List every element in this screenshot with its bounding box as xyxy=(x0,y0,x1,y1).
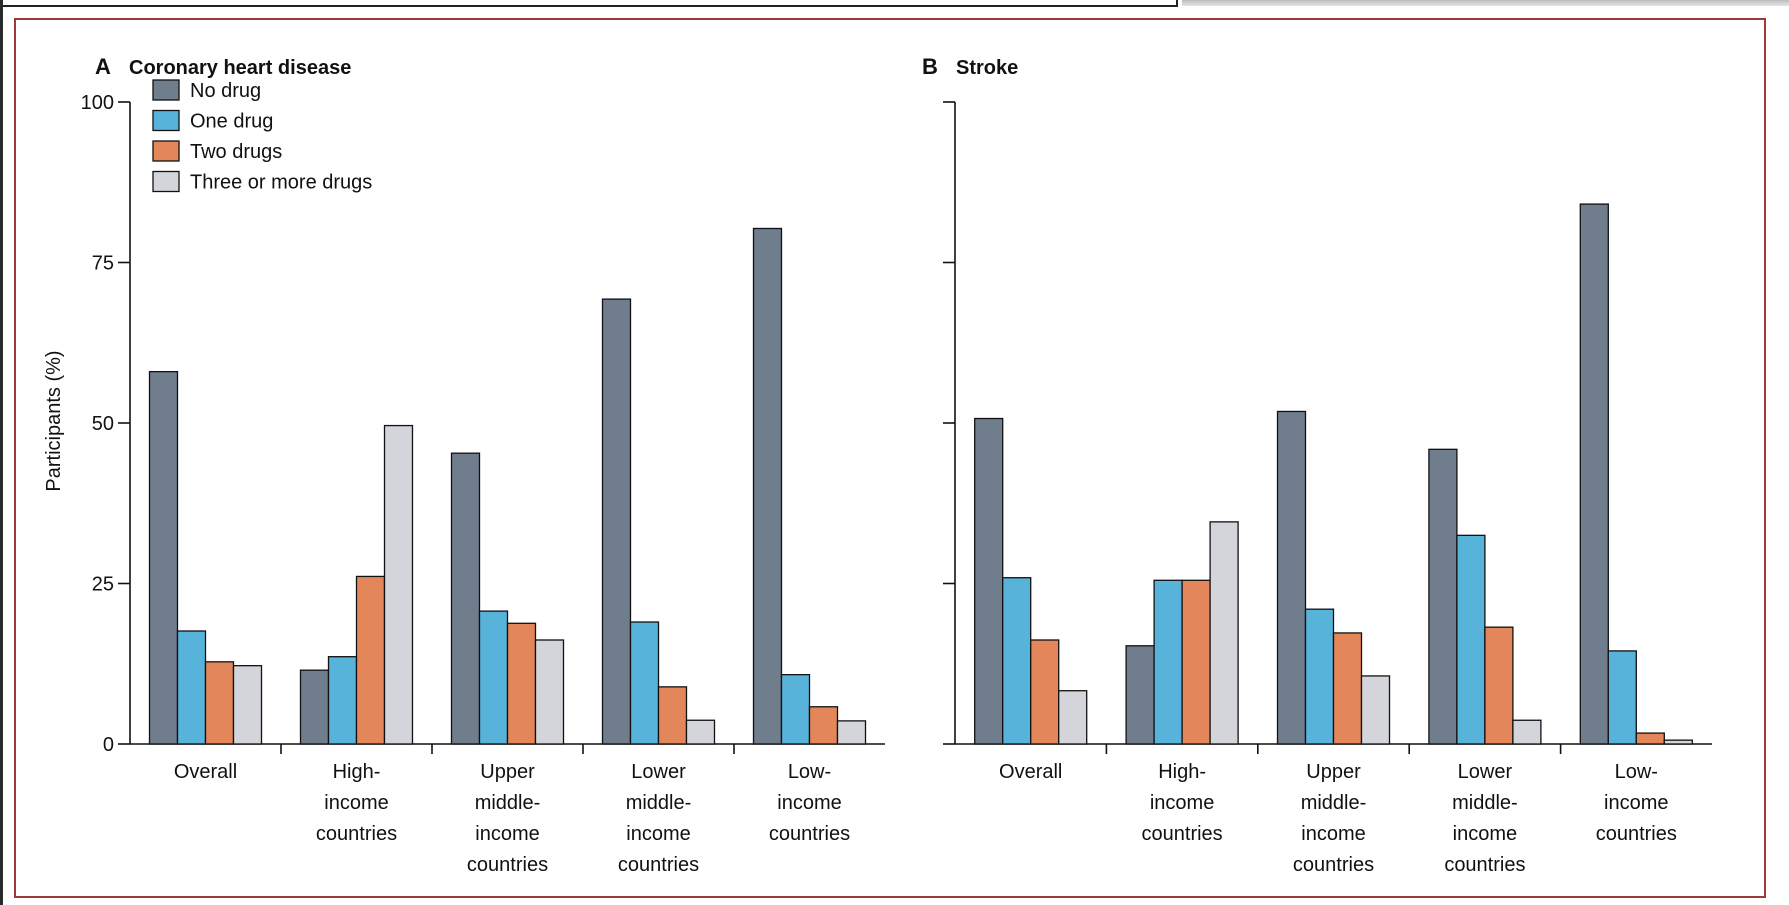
x-category-label: countries xyxy=(316,823,397,845)
x-category-label: income xyxy=(777,792,841,814)
bar-one-drug xyxy=(1456,534,1486,745)
x-category-label: countries xyxy=(467,854,548,876)
bar-two-drugs xyxy=(1635,732,1665,745)
panel-title-b: Stroke xyxy=(956,57,1018,79)
bar-one-drug xyxy=(176,630,207,745)
bar-two-drugs xyxy=(1484,626,1514,745)
panel-title-a: Coronary heart disease xyxy=(129,57,351,79)
bar-one-drug xyxy=(478,610,509,745)
x-category-label: income xyxy=(475,823,539,845)
x-category-label: High- xyxy=(333,761,381,783)
bar-no-drug xyxy=(148,370,179,745)
legend-swatch xyxy=(152,109,180,132)
y-tick-label: 0 xyxy=(103,734,114,756)
bar-three-or-more-drugs xyxy=(383,424,414,745)
x-category-label: countries xyxy=(769,823,850,845)
bar-three-or-more-drugs xyxy=(836,720,867,745)
bar-three-or-more-drugs xyxy=(1058,690,1088,745)
panel-letter-a: A xyxy=(95,54,111,79)
bar-two-drugs xyxy=(1030,639,1060,745)
x-category-label: countries xyxy=(618,854,699,876)
bar-two-drugs xyxy=(657,686,688,745)
y-tick-label: 25 xyxy=(92,574,114,596)
x-category-label: income xyxy=(1604,792,1668,814)
x-category-label: countries xyxy=(1293,854,1374,876)
bar-no-drug xyxy=(299,669,330,745)
x-category-label: Overall xyxy=(999,761,1062,783)
legend-entry: Three or more drugs xyxy=(190,172,372,194)
x-category-label: income xyxy=(626,823,690,845)
legend-entry: One drug xyxy=(190,111,273,133)
x-category-label: countries xyxy=(1596,823,1677,845)
x-category-label: countries xyxy=(1444,854,1525,876)
figure-frame xyxy=(14,18,1766,898)
x-category-label: income xyxy=(324,792,388,814)
bar-one-drug xyxy=(1153,579,1183,745)
bar-no-drug xyxy=(1125,645,1155,745)
bar-no-drug xyxy=(752,227,783,745)
bar-two-drugs xyxy=(808,706,839,745)
bar-no-drug xyxy=(450,452,481,745)
x-category-label: countries xyxy=(1142,823,1223,845)
y-tick-label: 50 xyxy=(92,413,114,435)
bar-three-or-more-drugs xyxy=(1360,675,1391,745)
x-category-label: Low- xyxy=(788,761,831,783)
bar-one-drug xyxy=(1304,608,1335,745)
y-tick-label: 75 xyxy=(92,253,114,275)
y-axis-title: Participants (%) xyxy=(43,350,65,491)
bar-no-drug xyxy=(974,417,1004,745)
bar-no-drug xyxy=(601,298,632,745)
x-category-label: income xyxy=(1453,823,1517,845)
bar-two-drugs xyxy=(1332,632,1363,745)
x-category-label: income xyxy=(1150,792,1214,814)
window-left-edge xyxy=(0,0,3,905)
bar-three-or-more-drugs xyxy=(534,639,565,745)
y-tick-label: 100 xyxy=(81,92,114,114)
bar-one-drug xyxy=(780,674,811,745)
bar-one-drug xyxy=(629,621,660,745)
legend-entry: No drug xyxy=(190,80,261,102)
x-category-label: income xyxy=(1301,823,1365,845)
legend-swatch xyxy=(152,170,180,193)
bar-three-or-more-drugs xyxy=(1663,739,1693,745)
bar-three-or-more-drugs xyxy=(1512,719,1542,745)
bar-one-drug xyxy=(1002,577,1032,745)
x-category-label: middle- xyxy=(475,792,541,814)
bar-three-or-more-drugs xyxy=(685,719,716,745)
x-category-label: High- xyxy=(1158,761,1206,783)
x-category-label: Lower xyxy=(1458,761,1513,783)
legend-swatch xyxy=(152,140,180,162)
x-category-label: Lower xyxy=(631,761,686,783)
bar-two-drugs xyxy=(204,661,235,745)
x-category-label: Overall xyxy=(174,761,237,783)
bar-no-drug xyxy=(1276,410,1307,745)
x-category-label: Upper xyxy=(1306,761,1361,783)
bar-one-drug xyxy=(1607,650,1637,745)
bar-two-drugs xyxy=(1181,579,1211,745)
bar-two-drugs xyxy=(506,622,537,745)
bar-two-drugs xyxy=(355,575,386,745)
bar-no-drug xyxy=(1579,203,1609,745)
x-category-label: middle- xyxy=(1301,792,1367,814)
x-category-label: middle- xyxy=(626,792,692,814)
x-category-label: middle- xyxy=(1452,792,1518,814)
legend-entry: Two drugs xyxy=(190,141,282,163)
bar-three-or-more-drugs xyxy=(232,665,263,745)
bar-three-or-more-drugs xyxy=(1209,521,1239,745)
bar-no-drug xyxy=(1428,448,1458,745)
scrollbar-track xyxy=(1182,0,1789,6)
panel-letter-b: B xyxy=(922,54,938,79)
x-category-label: Upper xyxy=(480,761,535,783)
legend-swatch xyxy=(152,79,180,101)
bar-one-drug xyxy=(327,656,358,745)
x-category-label: Low- xyxy=(1615,761,1658,783)
